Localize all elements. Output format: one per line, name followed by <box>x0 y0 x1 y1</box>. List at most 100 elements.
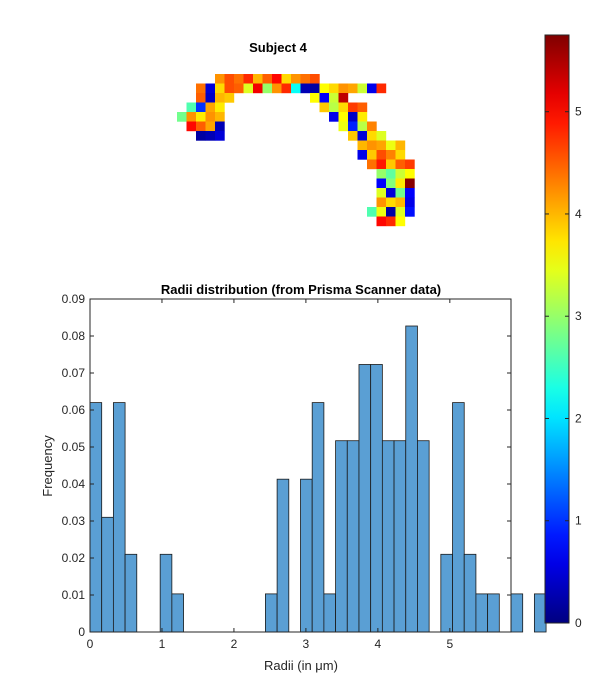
subject-pixel <box>386 169 396 179</box>
y-axis-label: Frequency <box>40 435 55 497</box>
histogram-bar <box>381 440 395 633</box>
subject-pixel <box>367 150 377 160</box>
histogram-bar <box>510 593 524 633</box>
subject-pixel <box>386 159 396 170</box>
subject-pixel <box>319 93 330 103</box>
subject-pixel <box>215 93 225 103</box>
axes-box <box>89 298 512 633</box>
subject-pixel <box>338 83 349 94</box>
subject-pixel <box>405 178 415 189</box>
subject-pixel <box>386 207 396 217</box>
subject-pixel <box>196 112 206 122</box>
subject-pixel <box>243 83 254 94</box>
subject-pixel <box>348 112 358 122</box>
subject-pixel <box>329 102 339 113</box>
chart-title: Radii distribution (from Prisma Scanner … <box>161 282 441 297</box>
subject-pixel <box>376 197 387 208</box>
y-tick-label: 0.05 <box>62 440 86 454</box>
subject-pixel <box>310 74 320 84</box>
histogram-bar <box>89 402 103 633</box>
subject-pixel <box>348 121 358 132</box>
subject-pixel <box>196 121 206 132</box>
y-tick-label: 0.03 <box>62 514 86 528</box>
histogram-bar <box>323 593 336 633</box>
histogram-bar <box>370 364 383 633</box>
subject-pixel <box>367 131 377 141</box>
x-tick-label: 3 <box>303 637 310 651</box>
subject-pixel <box>272 83 282 94</box>
subject-pixel <box>338 93 349 103</box>
histogram-bar <box>487 593 500 633</box>
subject-pixel <box>357 121 368 132</box>
histogram-bar <box>417 440 430 633</box>
subject-pixel <box>395 216 406 227</box>
subject-pixel <box>319 83 330 94</box>
subject-pixel <box>310 83 320 94</box>
histogram-bar <box>159 553 173 633</box>
subject-pixel <box>357 112 368 122</box>
histogram-bar <box>463 553 477 633</box>
subject-pixel <box>196 83 206 94</box>
subject-pixel <box>205 83 216 94</box>
subject-pixel <box>386 188 396 198</box>
x-tick-label: 1 <box>159 637 166 651</box>
x-tick-label: 5 <box>446 637 453 651</box>
subject-pixel <box>300 74 311 84</box>
subject-pixel <box>405 169 415 179</box>
subject-pixel <box>215 112 225 122</box>
histogram-bar <box>405 325 418 633</box>
subject-pixel <box>215 131 225 141</box>
subject-pixel <box>376 216 387 227</box>
subject-pixel <box>395 140 406 151</box>
subject-pixel <box>386 150 396 160</box>
subject-pixel <box>329 93 339 103</box>
subject-pixel <box>395 207 406 217</box>
subject-pixel <box>253 83 263 94</box>
histogram-bar <box>276 478 290 633</box>
subject-pixel <box>376 83 387 94</box>
subject-pixel <box>262 83 273 94</box>
subject-pixel <box>291 74 301 84</box>
subject-pixel <box>186 121 197 132</box>
y-tick-label: 0.04 <box>62 477 86 491</box>
subject-pixel <box>386 178 396 189</box>
subject-pixel <box>348 83 358 94</box>
x-axis-label: Radii (in μm) <box>264 658 338 673</box>
subject-pixel <box>186 102 197 113</box>
subject-pixel <box>177 112 187 122</box>
subject-pixel <box>395 150 406 160</box>
y-tick-label: 0.09 <box>62 292 86 306</box>
colorbar-tick-label: 3 <box>575 309 582 323</box>
subject-pixel <box>262 74 273 84</box>
subject-pixel <box>405 197 415 208</box>
histogram-bar <box>452 402 465 633</box>
subject-pixel <box>205 93 216 103</box>
subject-pixel <box>329 83 339 94</box>
histogram-bar <box>300 478 313 633</box>
subject-pixel <box>205 131 216 141</box>
subject-pixel <box>243 74 254 84</box>
subject-pixel <box>376 169 387 179</box>
histogram-bar <box>101 516 114 633</box>
subject-pixel <box>196 102 206 113</box>
subject-pixel <box>376 140 387 151</box>
histogram-bar <box>265 593 278 633</box>
colorbar-tick-label: 5 <box>575 105 582 119</box>
y-tick-label: 0.01 <box>62 588 86 602</box>
colorbar-tick-label: 4 <box>575 207 582 221</box>
subject-pixel <box>357 131 368 141</box>
histogram-bar <box>346 440 360 633</box>
subject-pixel <box>367 140 377 151</box>
subject-pixel <box>405 207 415 217</box>
subject-pixel <box>376 150 387 160</box>
subject-pixel <box>348 102 358 113</box>
subject-pixel <box>367 83 377 94</box>
x-tick-label: 4 <box>375 637 382 651</box>
subject-pixel <box>386 216 396 227</box>
histogram: 0 1 2 3 4 5 0 0.01 0.02 0.03 0.04 0.05 0.06 0.07 0.08 0… <box>62 292 547 651</box>
subject-pixel <box>395 169 406 179</box>
subject-pixel <box>376 131 387 141</box>
subject-pixel <box>281 74 292 84</box>
subject-pixel <box>319 102 330 113</box>
